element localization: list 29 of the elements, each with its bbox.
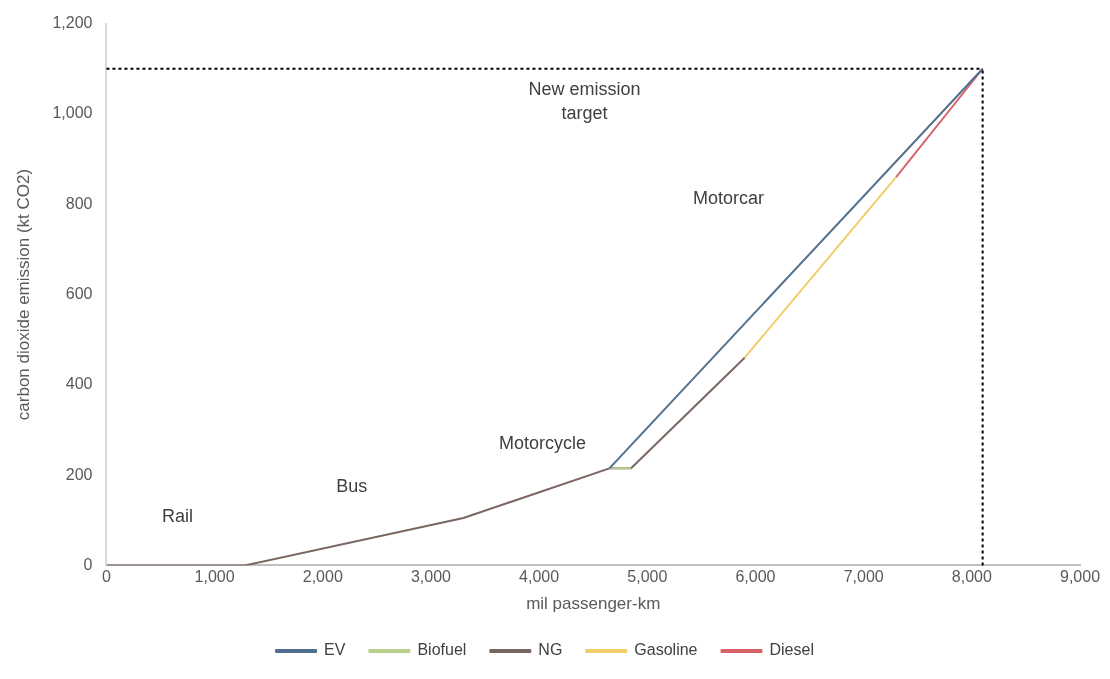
y-tick-label: 800 bbox=[65, 194, 93, 212]
y-tick-label: 1,000 bbox=[52, 104, 93, 122]
x-tick-label: 4,000 bbox=[519, 568, 560, 586]
x-tick-label: 6,000 bbox=[735, 568, 776, 586]
x-tick-label: 0 bbox=[101, 568, 111, 586]
ref-line-label: New emission target bbox=[528, 78, 641, 123]
x-tick-label: 7,000 bbox=[843, 568, 884, 586]
legend-label: NG bbox=[538, 641, 563, 659]
legend-label: Biofuel bbox=[417, 641, 467, 659]
annotation: Rail bbox=[162, 506, 194, 527]
legend-label: Diesel bbox=[769, 641, 814, 659]
annotation: Bus bbox=[336, 476, 368, 497]
y-tick-label: 1,200 bbox=[52, 14, 93, 32]
y-axis-title: carbon dioxide emission (kt CO2) bbox=[13, 168, 33, 421]
annotation: Motorcycle bbox=[499, 433, 587, 454]
x-tick-label: 3,000 bbox=[410, 568, 452, 586]
x-tick-label: 5,000 bbox=[627, 568, 668, 586]
x-axis-title: mil passenger-km bbox=[526, 594, 661, 614]
y-tick-label: 400 bbox=[65, 375, 93, 393]
y-tick-label: 200 bbox=[65, 465, 93, 483]
x-tick-label: 9,000 bbox=[1059, 568, 1101, 586]
x-tick-label: 8,000 bbox=[951, 568, 992, 586]
annotation: Motorcar bbox=[693, 187, 765, 208]
legend-label: Gasoline bbox=[634, 641, 698, 659]
x-tick-label: 1,000 bbox=[194, 568, 235, 586]
x-tick-label: 2,000 bbox=[302, 568, 343, 586]
y-tick-label: 600 bbox=[65, 284, 93, 302]
y-tick-label: 0 bbox=[83, 555, 93, 573]
legend-label: EV bbox=[324, 641, 346, 659]
